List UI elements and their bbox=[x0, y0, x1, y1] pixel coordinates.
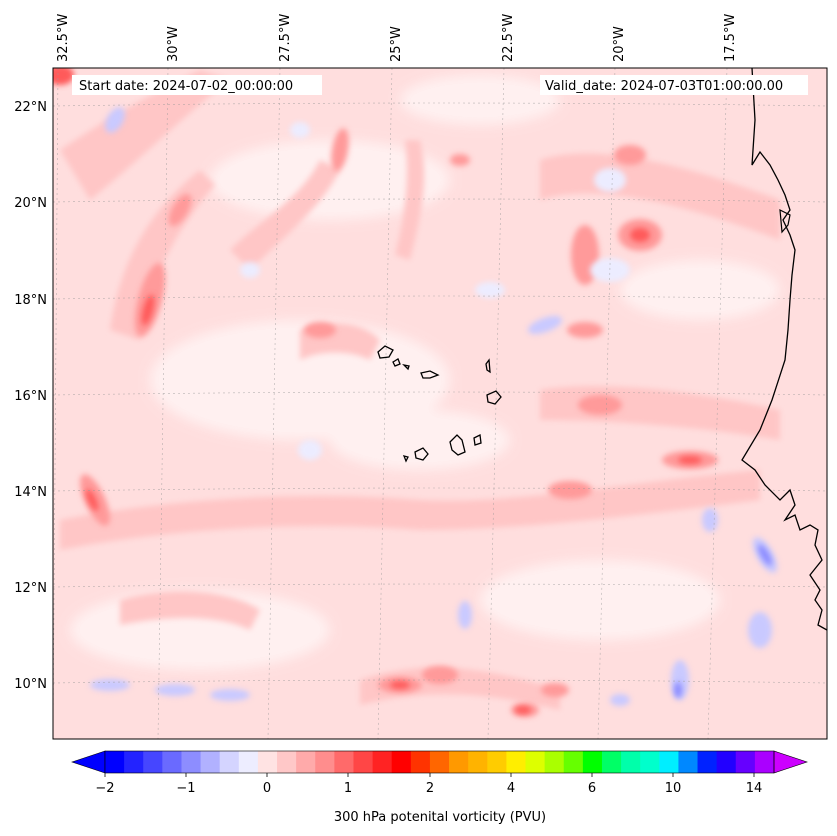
colorbar-cell bbox=[754, 751, 775, 773]
colorbar-label: 300 hPa potenital vorticity (PVU) bbox=[334, 810, 546, 825]
colorbar-tick-label: 0 bbox=[263, 781, 271, 796]
colorbar-cell bbox=[219, 751, 240, 773]
colorbar-cell bbox=[143, 751, 163, 773]
colorbar-frame bbox=[104, 750, 775, 774]
map-frame bbox=[52, 67, 828, 740]
colorbar: −2 −1 0 1 2 4 6 10 14 300 hPa potenital … bbox=[71, 750, 808, 825]
lat-label: 22°N bbox=[14, 100, 47, 115]
valid-date-text: Valid_date: 2024-07-03T01:00:00.00 bbox=[545, 79, 783, 94]
colorbar-tick-label: 2 bbox=[426, 781, 434, 796]
colorbar-cell bbox=[124, 751, 144, 773]
colorbar-tick-label: −1 bbox=[176, 781, 195, 796]
lon-label: 22.5°W bbox=[501, 14, 516, 62]
colorbar-cell bbox=[105, 751, 125, 773]
colorbar-cell bbox=[659, 751, 679, 773]
colorbar-cell bbox=[257, 751, 278, 773]
colorbar-tick-label: 1 bbox=[344, 781, 352, 796]
colorbar-cell bbox=[506, 751, 527, 773]
colorbar-cell bbox=[391, 751, 412, 773]
colorbar-cell bbox=[449, 751, 469, 773]
colorbar-cell bbox=[181, 751, 202, 773]
colorbar-cell bbox=[277, 751, 297, 773]
start-date-box bbox=[72, 75, 322, 95]
lon-label: 17.5°W bbox=[723, 14, 738, 62]
lon-label: 25°W bbox=[389, 26, 404, 62]
colorbar-cell bbox=[372, 751, 393, 773]
colorbar-cell bbox=[582, 751, 603, 773]
colorbar-cell bbox=[162, 751, 182, 773]
colorbar-tick-label: 6 bbox=[588, 781, 596, 796]
colorbar-cell bbox=[315, 751, 335, 773]
colorbar-cell bbox=[353, 751, 374, 773]
colorbar-tick-label: 10 bbox=[665, 781, 682, 796]
colorbar-under-arrow bbox=[71, 750, 106, 774]
colorbar-cell bbox=[678, 751, 699, 773]
colorbar-cell bbox=[334, 751, 354, 773]
colorbar-cell bbox=[544, 751, 565, 773]
lat-label: 12°N bbox=[14, 581, 47, 596]
cape-verde-islands bbox=[377, 345, 502, 463]
colorbar-cell bbox=[429, 751, 450, 773]
africa-coastline bbox=[741, 68, 827, 631]
colorbar-cell bbox=[487, 751, 507, 773]
colorbar-over-arrow bbox=[773, 750, 808, 774]
lon-label: 32.5°W bbox=[56, 14, 71, 62]
colorbar-cell bbox=[296, 751, 316, 773]
lat-label: 16°N bbox=[14, 389, 47, 404]
colorbar-cell bbox=[640, 751, 660, 773]
colorbar-cell bbox=[238, 751, 259, 773]
colorbar-cells bbox=[105, 751, 775, 773]
lon-label: 30°W bbox=[166, 26, 181, 62]
colorbar-tick-label: 14 bbox=[746, 781, 763, 796]
colorbar-cell bbox=[200, 751, 221, 773]
colorbar-cell bbox=[410, 751, 431, 773]
colorbar-cell bbox=[621, 751, 641, 773]
lat-label: 20°N bbox=[14, 196, 47, 211]
colorbar-cell bbox=[735, 751, 756, 773]
colorbar-cell bbox=[601, 751, 622, 773]
pv-field bbox=[53, 68, 827, 739]
colorbar-cell bbox=[525, 751, 546, 773]
colorbar-tick-label: 4 bbox=[507, 781, 515, 796]
lon-label: 27.5°W bbox=[278, 14, 293, 62]
lat-label: 14°N bbox=[14, 485, 47, 500]
colorbar-cell bbox=[697, 751, 718, 773]
lat-label: 18°N bbox=[14, 293, 47, 308]
lon-label: 20°W bbox=[612, 26, 627, 62]
lat-label: 10°N bbox=[14, 677, 47, 692]
colorbar-cell bbox=[563, 751, 584, 773]
colorbar-cell bbox=[468, 751, 488, 773]
start-date-text: Start date: 2024-07-02_00:00:00 bbox=[79, 79, 293, 94]
colorbar-tick-label: −2 bbox=[95, 781, 114, 796]
colorbar-cell bbox=[716, 751, 737, 773]
valid-date-box bbox=[540, 75, 808, 95]
